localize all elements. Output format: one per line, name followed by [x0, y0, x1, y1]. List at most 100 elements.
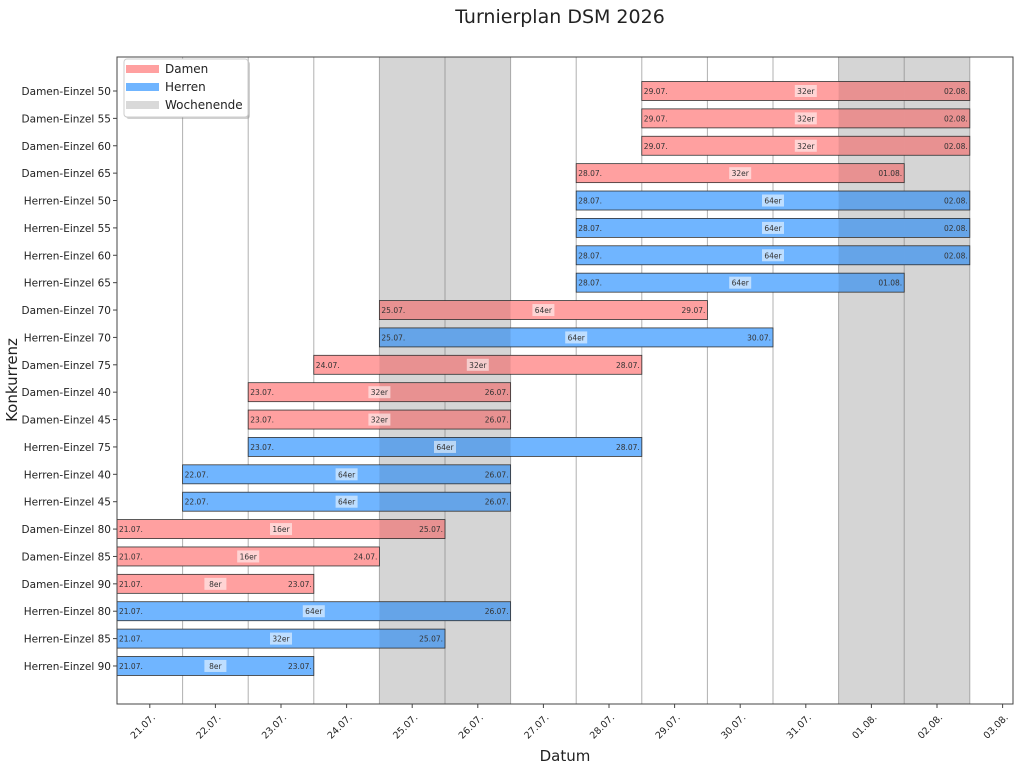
- bar-draw-label: 64er: [436, 443, 454, 452]
- x-tick-label: 24.07.: [326, 712, 355, 741]
- bar-start-label: 28.07.: [578, 169, 602, 178]
- bar-draw-label: 32er: [797, 87, 815, 96]
- draw-label-bg: [794, 112, 817, 125]
- weekend-band: [904, 57, 970, 704]
- bar-draw-label: 32er: [272, 635, 290, 644]
- draw-label-bg: [794, 139, 817, 152]
- draw-label-bg: [335, 468, 358, 481]
- bar-start-label: 21.07.: [119, 552, 143, 561]
- x-tick-label: 23.07.: [260, 712, 289, 741]
- x-tick-label: 03.08.: [982, 712, 1011, 741]
- chart-title: Turnierplan DSM 2026: [454, 6, 665, 28]
- draw-label-bg: [302, 605, 325, 618]
- y-tick-label: Damen-Einzel 65: [22, 168, 111, 180]
- y-tick-label: Herren-Einzel 70: [24, 332, 111, 344]
- grid-lines: [182, 57, 971, 704]
- bar-start-label: 28.07.: [578, 224, 602, 233]
- y-axis-label: Konkurrenz: [3, 338, 21, 422]
- bar-draw-label: 64er: [764, 224, 782, 233]
- bar-end-label: 02.08.: [944, 142, 968, 151]
- weekend-band-overlay: [838, 57, 905, 704]
- bar-end-label: 01.08.: [878, 169, 902, 178]
- y-tick-label: Herren-Einzel 90: [24, 661, 111, 673]
- bar-draw-label: 32er: [797, 114, 815, 123]
- bar-draw-label: 64er: [338, 470, 356, 479]
- x-axis-label: Datum: [540, 747, 591, 763]
- x-tick-label: 27.07.: [522, 712, 551, 741]
- bar-end-label: 25.07.: [419, 635, 443, 644]
- draw-label-bg: [729, 167, 752, 180]
- bar-end-label: 26.07.: [485, 607, 509, 616]
- draw-label-bg: [729, 276, 752, 289]
- bar-start-label: 28.07.: [578, 279, 602, 288]
- y-tick-label: Damen-Einzel 55: [22, 113, 111, 125]
- y-tick-label: Damen-Einzel 85: [22, 551, 111, 563]
- bar-start-label: 22.07.: [185, 470, 209, 479]
- legend-label: Wochenende: [165, 98, 243, 112]
- draw-label-bg: [368, 413, 391, 426]
- bar-draw-label: 64er: [338, 498, 356, 507]
- y-tick-label: Herren-Einzel 40: [24, 469, 111, 481]
- y-tick-label: Herren-Einzel 55: [24, 223, 111, 235]
- bar-start-label: 23.07.: [250, 388, 274, 397]
- bar-end-label: 02.08.: [944, 87, 968, 96]
- bar-end-label: 28.07.: [616, 361, 640, 370]
- bar-end-label: 01.08.: [878, 279, 902, 288]
- y-tick-label: Herren-Einzel 80: [24, 606, 111, 618]
- x-tick-label: 30.07.: [719, 712, 748, 741]
- bar-start-label: 28.07.: [578, 197, 602, 206]
- draw-label-bg: [762, 194, 784, 207]
- bar-end-label: 23.07.: [288, 580, 312, 589]
- y-tick-label: Damen-Einzel 90: [22, 579, 111, 591]
- weekend-band-overlay: [445, 57, 511, 704]
- x-tick-label: 21.07.: [129, 712, 158, 741]
- weekend-band: [379, 57, 445, 704]
- draw-label-bg: [434, 440, 456, 453]
- y-tick-label: Damen-Einzel 45: [22, 415, 111, 427]
- bar-start-label: 29.07.: [644, 87, 668, 96]
- y-tick-label: Damen-Einzel 50: [22, 86, 111, 98]
- y-tick-label: Damen-Einzel 40: [22, 387, 111, 399]
- draw-label-bg: [794, 85, 817, 97]
- draw-label-bg: [270, 523, 292, 536]
- bar-start-label: 22.07.: [185, 498, 209, 507]
- bar-draw-label: 64er: [764, 197, 782, 206]
- bar-draw-label: 16er: [272, 525, 290, 534]
- draw-label-bg: [237, 550, 260, 563]
- y-tick-label: Herren-Einzel 45: [24, 497, 111, 509]
- draw-label-bg: [368, 386, 391, 399]
- y-tick-label: Herren-Einzel 85: [24, 634, 111, 646]
- bar-end-label: 26.07.: [485, 498, 509, 507]
- bar-start-label: 23.07.: [250, 443, 274, 452]
- weekend-band: [445, 57, 511, 704]
- bar-draw-label: 32er: [371, 388, 389, 397]
- draw-label-bg: [762, 249, 784, 262]
- legend: Damen Herren Wochenende: [123, 58, 250, 119]
- draw-label-bg: [532, 304, 555, 317]
- draw-label-bg: [204, 659, 227, 672]
- bar-end-label: 28.07.: [616, 443, 640, 452]
- x-tick-label: 31.07.: [785, 712, 814, 741]
- bar-draw-label: 8er: [209, 662, 222, 671]
- legend-swatch-herren: [126, 83, 159, 91]
- bar-start-label: 21.07.: [119, 662, 143, 671]
- bar-labels: 29.07. 02.08. 32er 29.07. 02.08. 32er 29.07. 02…: [119, 85, 968, 672]
- weekend-overlay: [379, 57, 970, 704]
- bar-draw-label: 32er: [371, 416, 389, 425]
- bar-end-label: 26.07.: [485, 388, 509, 397]
- bar-end-label: 02.08.: [944, 224, 968, 233]
- legend-label: Herren: [165, 80, 206, 94]
- x-tick-label: 01.08.: [850, 712, 879, 741]
- bar-end-label: 02.08.: [944, 197, 968, 206]
- bar-draw-label: 32er: [797, 142, 815, 151]
- weekend-band-overlay: [379, 57, 445, 704]
- bar-draw-label: 64er: [764, 251, 782, 260]
- bar-draw-label: 64er: [732, 279, 750, 288]
- bar-end-label: 26.07.: [485, 416, 509, 425]
- bar-end-label: 23.07.: [288, 662, 312, 671]
- draw-label-bg: [762, 221, 784, 234]
- bar-draw-label: 64er: [305, 607, 323, 616]
- x-tick-label: 29.07.: [654, 712, 683, 741]
- bar-end-label: 02.08.: [944, 114, 968, 123]
